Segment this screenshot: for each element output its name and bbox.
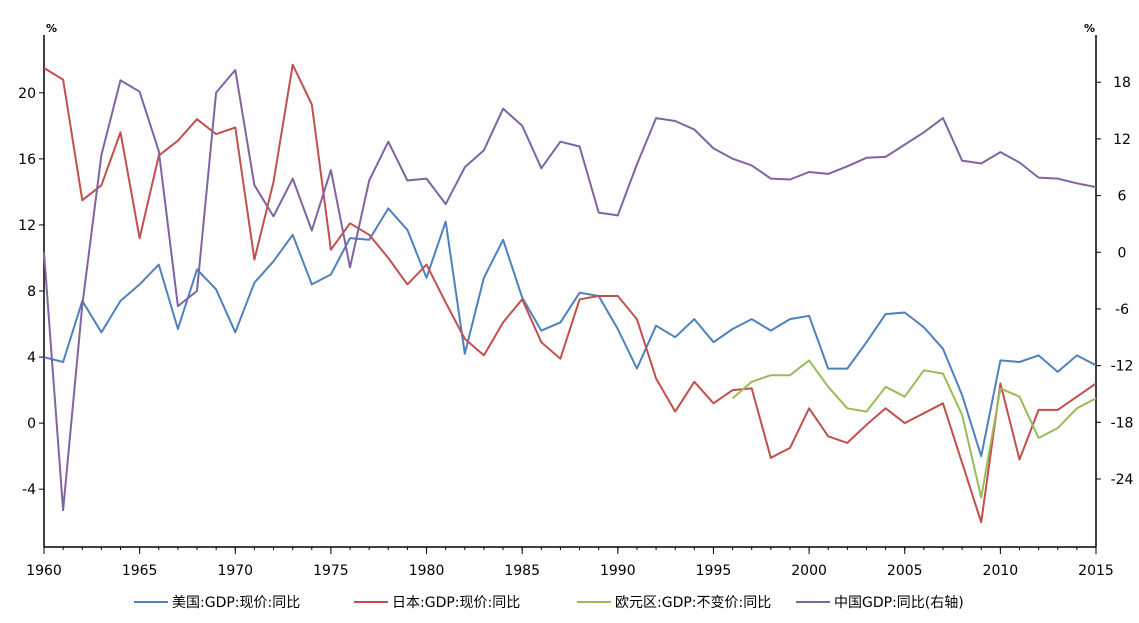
legend-label-4: 中国GDP:同比(右轴) (834, 595, 964, 611)
right-tick-label: -24 (1111, 472, 1134, 488)
x-tick-label: 1970 (217, 563, 253, 579)
legend-label-3: 欧元区:GDP:不变价:同比 (615, 595, 771, 611)
left-tick-label: 16 (18, 152, 36, 168)
legend-label-2: 日本:GDP:现价:同比 (392, 595, 520, 611)
x-tick-label: 2015 (1078, 563, 1114, 579)
series-lines (43, 63, 1097, 524)
x-tick-label: 1965 (122, 563, 158, 579)
left-tick-label: 20 (18, 86, 36, 102)
left-tick-label: 12 (18, 218, 36, 234)
axes: % % -4 0 4 8 12 16 20 -24 -18 -12 -6 0 6 12 18 1960 1965 19… (18, 22, 1133, 579)
x-tick-label: 1975 (313, 563, 349, 579)
right-tick-label: -6 (1115, 302, 1129, 318)
left-tick-label: -4 (22, 482, 36, 498)
x-tick-label: 2000 (791, 563, 827, 579)
right-tick-label: 12 (1113, 132, 1131, 148)
x-tick-label: 1985 (504, 563, 540, 579)
series-line-2 (43, 63, 1097, 524)
x-tick-label: 2010 (983, 563, 1019, 579)
x-tick-label: 1990 (600, 563, 636, 579)
right-axis-unit: % (1084, 22, 1095, 35)
left-axis-unit: % (46, 22, 57, 35)
right-tick-label: -18 (1111, 415, 1134, 431)
left-tick-label: 8 (27, 284, 36, 300)
right-tick-label: -12 (1111, 359, 1134, 375)
series-line-1 (43, 207, 1097, 458)
x-tick-label: 1960 (26, 563, 62, 579)
x-tick-label: 2005 (887, 563, 923, 579)
right-tick-label: 0 (1118, 245, 1127, 261)
legend-label-1: 美国:GDP:现价:同比 (172, 595, 300, 611)
series-line-3 (731, 359, 1097, 499)
x-tick-label: 1980 (409, 563, 445, 579)
right-tick-label: 18 (1113, 75, 1131, 91)
left-tick-label: 4 (27, 350, 36, 366)
legend: 美国:GDP:现价:同比 日本:GDP:现价:同比 欧元区:GDP:不变价:同比 中国… (134, 595, 964, 611)
x-tick-label: 1995 (696, 563, 732, 579)
series-line-4 (43, 69, 1097, 512)
right-tick-label: 6 (1118, 189, 1127, 205)
left-tick-label: 0 (27, 416, 36, 432)
